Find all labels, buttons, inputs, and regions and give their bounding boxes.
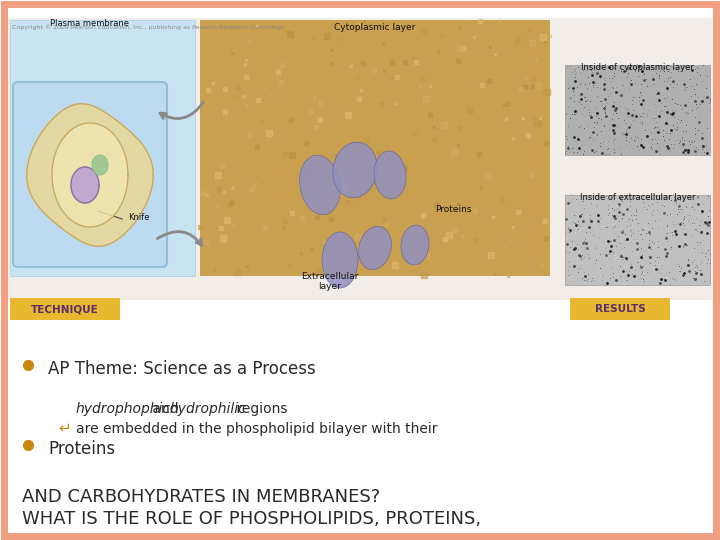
- Text: Proteins: Proteins: [435, 206, 472, 214]
- Bar: [200, 20, 550, 276]
- Text: Extracellular
layer: Extracellular layer: [301, 272, 359, 292]
- Text: WHAT IS THE ROLE OF PHOSPHOLIPIDS, PROTEINS,: WHAT IS THE ROLE OF PHOSPHOLIPIDS, PROTE…: [22, 510, 481, 528]
- Ellipse shape: [300, 156, 341, 215]
- Polygon shape: [71, 167, 99, 203]
- Text: ↵: ↵: [58, 420, 71, 435]
- Text: Plasma membrane: Plasma membrane: [50, 19, 130, 28]
- Ellipse shape: [374, 151, 406, 199]
- Bar: [565, 65, 710, 155]
- Text: hydrophophic: hydrophophic: [76, 402, 171, 416]
- Text: RESULTS: RESULTS: [595, 304, 645, 314]
- Text: Cytoplasmic layer: Cytoplasmic layer: [334, 23, 415, 32]
- Text: AND CARBOHYDRATES IN MEMBRANES?: AND CARBOHYDRATES IN MEMBRANES?: [22, 488, 380, 506]
- Text: TECHNIQUE: TECHNIQUE: [31, 304, 99, 314]
- Bar: [8, 18, 712, 300]
- Text: Copyright © 2009 Pearson Education, Inc., publishing as Pearson Benjamin Cumming: Copyright © 2009 Pearson Education, Inc.…: [12, 24, 284, 30]
- Text: regions: regions: [232, 402, 287, 416]
- Bar: [565, 195, 710, 285]
- Polygon shape: [52, 123, 128, 227]
- Text: AP Theme: Science as a Process: AP Theme: Science as a Process: [48, 360, 316, 378]
- Bar: [570, 298, 670, 320]
- Text: and: and: [148, 402, 183, 416]
- Text: are embedded in the phospholipid bilayer with their: are embedded in the phospholipid bilayer…: [76, 422, 438, 436]
- Polygon shape: [27, 104, 153, 246]
- Bar: [10, 20, 195, 276]
- Polygon shape: [92, 155, 108, 175]
- FancyBboxPatch shape: [13, 82, 167, 267]
- Text: Knife: Knife: [128, 213, 150, 222]
- Ellipse shape: [333, 142, 377, 198]
- Ellipse shape: [359, 226, 392, 269]
- Text: Inside of cytoplasmic layer: Inside of cytoplasmic layer: [581, 63, 694, 72]
- Text: hydrophilic: hydrophilic: [170, 402, 247, 416]
- Ellipse shape: [401, 225, 429, 265]
- Text: Inside of extracellular layer: Inside of extracellular layer: [580, 193, 696, 202]
- Text: Proteins: Proteins: [48, 440, 115, 458]
- Bar: [10, 298, 120, 320]
- Ellipse shape: [322, 232, 358, 288]
